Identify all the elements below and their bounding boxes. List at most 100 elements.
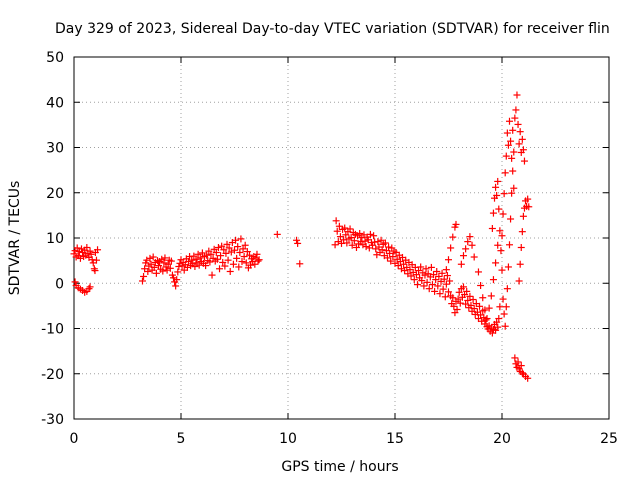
data-point bbox=[518, 228, 526, 236]
data-point bbox=[225, 244, 233, 252]
data-point bbox=[454, 295, 462, 303]
data-point bbox=[499, 210, 507, 218]
data-point bbox=[507, 215, 515, 223]
data-markers bbox=[70, 91, 533, 382]
data-point bbox=[218, 242, 226, 250]
data-point bbox=[513, 91, 521, 99]
data-point bbox=[431, 287, 439, 295]
x-tick-label: 0 bbox=[70, 431, 79, 447]
data-point bbox=[459, 252, 467, 260]
data-point bbox=[439, 285, 447, 293]
data-point bbox=[167, 257, 175, 265]
data-point bbox=[212, 248, 220, 256]
data-point bbox=[381, 239, 389, 247]
data-point bbox=[387, 257, 395, 265]
y-tick-label: -20 bbox=[41, 367, 64, 383]
data-point bbox=[138, 277, 146, 285]
data-point bbox=[455, 288, 463, 296]
data-point bbox=[450, 302, 458, 310]
data-point bbox=[449, 233, 457, 241]
data-point bbox=[418, 277, 426, 285]
data-point bbox=[452, 220, 460, 228]
data-point bbox=[427, 263, 435, 271]
data-point bbox=[196, 254, 204, 262]
data-point bbox=[496, 303, 504, 311]
data-point bbox=[501, 169, 509, 177]
data-point bbox=[474, 268, 482, 276]
data-point bbox=[499, 295, 507, 303]
data-point bbox=[226, 267, 234, 275]
data-point bbox=[86, 283, 94, 291]
data-point bbox=[233, 254, 241, 262]
data-point bbox=[505, 241, 513, 249]
data-point bbox=[146, 254, 154, 262]
data-point bbox=[386, 249, 394, 257]
data-point bbox=[511, 354, 519, 362]
data-point bbox=[343, 239, 351, 247]
data-point bbox=[236, 248, 244, 256]
data-point bbox=[333, 227, 341, 235]
data-point bbox=[500, 190, 508, 198]
data-point bbox=[224, 256, 232, 264]
data-point bbox=[494, 323, 502, 331]
data-point bbox=[500, 310, 508, 318]
data-point bbox=[456, 299, 464, 307]
data-point bbox=[517, 362, 525, 370]
data-point bbox=[493, 191, 501, 199]
data-point bbox=[238, 258, 246, 266]
data-point bbox=[214, 244, 222, 252]
data-point bbox=[87, 250, 95, 258]
data-point bbox=[394, 262, 402, 270]
data-point bbox=[149, 253, 157, 261]
data-point bbox=[77, 245, 85, 253]
data-point bbox=[352, 244, 360, 252]
x-tick-label: 25 bbox=[600, 431, 618, 447]
data-point bbox=[420, 282, 428, 290]
data-point bbox=[449, 294, 457, 302]
data-point bbox=[525, 203, 533, 211]
data-point bbox=[470, 305, 478, 313]
data-point bbox=[495, 205, 503, 213]
data-point bbox=[413, 281, 421, 289]
data-point bbox=[504, 141, 512, 149]
x-axis-title: GPS time / hours bbox=[281, 459, 398, 475]
data-point bbox=[507, 137, 515, 145]
data-point bbox=[234, 243, 242, 251]
data-point bbox=[498, 266, 506, 274]
data-point bbox=[335, 222, 343, 230]
data-point bbox=[479, 294, 487, 302]
data-point bbox=[144, 267, 152, 275]
data-point bbox=[508, 154, 516, 162]
data-point bbox=[436, 290, 444, 298]
data-point bbox=[155, 262, 163, 270]
data-point bbox=[508, 189, 516, 197]
data-point bbox=[255, 256, 263, 264]
data-point bbox=[516, 260, 524, 268]
data-point bbox=[502, 152, 510, 160]
data-point bbox=[412, 271, 420, 279]
data-point bbox=[203, 251, 211, 259]
data-point bbox=[423, 278, 431, 286]
data-point bbox=[407, 272, 415, 280]
x-tick-label: 5 bbox=[177, 431, 186, 447]
y-tick-labels: -30 -20 -10 0 10 20 30 40 50 bbox=[41, 50, 64, 428]
data-point bbox=[447, 244, 455, 252]
data-point bbox=[463, 287, 471, 295]
data-point bbox=[433, 267, 441, 275]
data-point bbox=[362, 243, 370, 251]
data-point bbox=[492, 183, 500, 191]
data-point bbox=[147, 260, 155, 268]
data-point bbox=[445, 256, 452, 264]
x-tick-label: 10 bbox=[279, 431, 297, 447]
data-point bbox=[509, 126, 517, 134]
data-point bbox=[514, 120, 522, 128]
data-point bbox=[509, 167, 517, 175]
y-tick-label: 10 bbox=[46, 231, 64, 247]
data-point bbox=[442, 280, 450, 288]
data-point bbox=[346, 225, 354, 233]
data-point bbox=[469, 296, 477, 304]
data-point bbox=[192, 255, 200, 263]
data-point bbox=[440, 275, 448, 283]
